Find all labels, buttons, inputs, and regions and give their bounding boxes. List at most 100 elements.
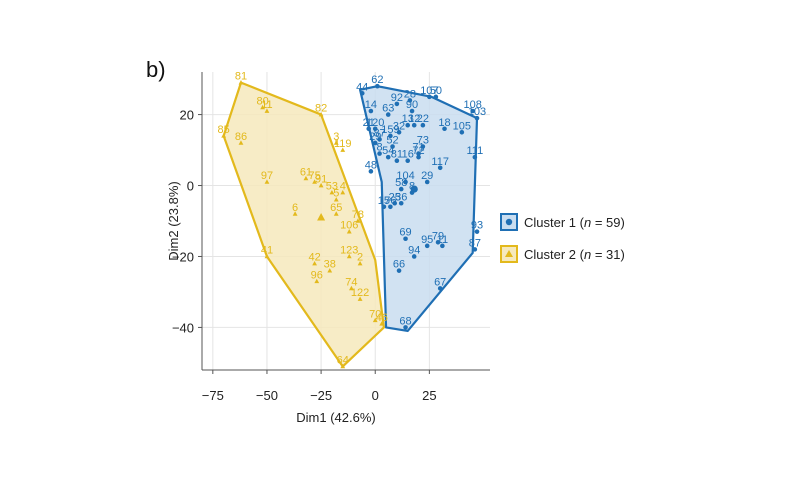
point-label: 2 xyxy=(357,252,363,264)
legend: Cluster 1 (n = 59) Cluster 2 (n = 31) xyxy=(500,213,625,263)
data-point xyxy=(340,363,346,369)
data-point xyxy=(355,218,361,223)
data-point xyxy=(409,108,415,114)
data-point xyxy=(394,158,400,163)
data-point xyxy=(359,90,365,96)
data-point xyxy=(398,186,404,192)
y-tick-label: −40 xyxy=(172,320,194,335)
point-label: 13 xyxy=(402,113,414,125)
point-label: 6 xyxy=(292,202,298,214)
point-label: 48 xyxy=(365,159,377,171)
data-point xyxy=(333,140,339,145)
data-point xyxy=(392,200,398,206)
data-point xyxy=(327,268,333,273)
data-point xyxy=(388,133,393,139)
y-tick-label: 0 xyxy=(187,179,194,194)
point-label: 58 xyxy=(395,177,407,189)
point-label: 61 xyxy=(300,166,312,178)
point-label: 5 xyxy=(333,188,339,200)
point-label: 106 xyxy=(340,220,358,232)
point-label: 81 xyxy=(235,71,247,83)
point-label: 3 xyxy=(333,131,339,143)
point-label: 50 xyxy=(430,85,442,97)
data-point xyxy=(292,211,298,216)
point-label: 75 xyxy=(308,170,320,182)
data-point xyxy=(349,285,354,291)
point-label: 71 xyxy=(412,142,424,154)
data-point xyxy=(405,158,411,163)
point-label: 38 xyxy=(324,259,336,271)
data-point xyxy=(470,108,475,114)
data-point xyxy=(333,211,339,216)
data-point xyxy=(303,175,309,181)
data-point xyxy=(433,94,439,100)
point-label: 79 xyxy=(432,230,444,242)
data-point xyxy=(346,253,352,259)
point-label: 120 xyxy=(366,117,384,129)
point-label: 107 xyxy=(420,85,438,97)
data-point xyxy=(403,179,408,185)
point-label: 11 xyxy=(437,234,448,246)
data-point xyxy=(396,268,402,273)
data-point xyxy=(437,286,443,291)
data-point xyxy=(424,243,430,249)
point-label: 91 xyxy=(315,174,327,186)
point-label: 11 xyxy=(261,99,272,111)
data-point xyxy=(411,122,417,128)
data-point xyxy=(442,126,447,132)
point-label: 108 xyxy=(463,99,481,111)
x-tick-label: −75 xyxy=(202,388,224,403)
point-label: 122 xyxy=(351,287,369,299)
data-point xyxy=(474,115,480,121)
data-point xyxy=(238,140,244,145)
point-label: 93 xyxy=(471,220,483,232)
data-point xyxy=(420,144,426,149)
point-label: 159 xyxy=(381,124,399,136)
point-label: 87 xyxy=(469,237,481,249)
data-point xyxy=(403,236,408,242)
data-point xyxy=(385,154,391,160)
point-label: 74 xyxy=(345,276,357,288)
point-label: 117 xyxy=(431,156,449,168)
point-label: 54 xyxy=(382,145,394,157)
data-point xyxy=(407,98,413,103)
point-label: 67 xyxy=(434,276,446,288)
cluster-2-hull xyxy=(222,81,385,368)
data-point xyxy=(459,130,465,135)
point-label: 22 xyxy=(417,113,429,125)
point-label: 44 xyxy=(356,81,368,93)
point-label: 96 xyxy=(311,269,323,281)
data-point xyxy=(377,151,382,156)
data-point xyxy=(388,204,393,210)
point-label: 32 xyxy=(393,120,405,132)
data-point xyxy=(377,137,382,142)
data-point xyxy=(427,94,432,100)
data-point xyxy=(381,204,387,210)
data-point xyxy=(405,122,411,128)
point-label: 29 xyxy=(369,131,381,143)
data-point xyxy=(264,179,270,184)
point-label: 42 xyxy=(308,252,320,264)
point-label: 78 xyxy=(352,209,364,221)
point-label: 53 xyxy=(326,181,338,193)
data-point xyxy=(312,179,318,184)
point-label: 63 xyxy=(382,103,394,115)
point-label: 87 xyxy=(373,127,385,139)
point-label: 14 xyxy=(365,99,377,111)
data-point xyxy=(416,154,421,160)
y-tick-label: 20 xyxy=(180,108,194,123)
x-axis-label: Dim1 (42.6%) xyxy=(296,410,375,425)
y-axis-label: Dim2 (23.8%) xyxy=(166,181,181,260)
data-point xyxy=(411,254,417,259)
cluster-1-centroid xyxy=(410,185,418,193)
data-point xyxy=(312,260,318,266)
point-label: 65 xyxy=(330,202,342,214)
point-label: 72 xyxy=(412,145,424,157)
data-point xyxy=(333,197,339,202)
data-point xyxy=(314,278,320,284)
data-point xyxy=(420,122,426,128)
legend-marker-cluster-1 xyxy=(505,218,513,226)
